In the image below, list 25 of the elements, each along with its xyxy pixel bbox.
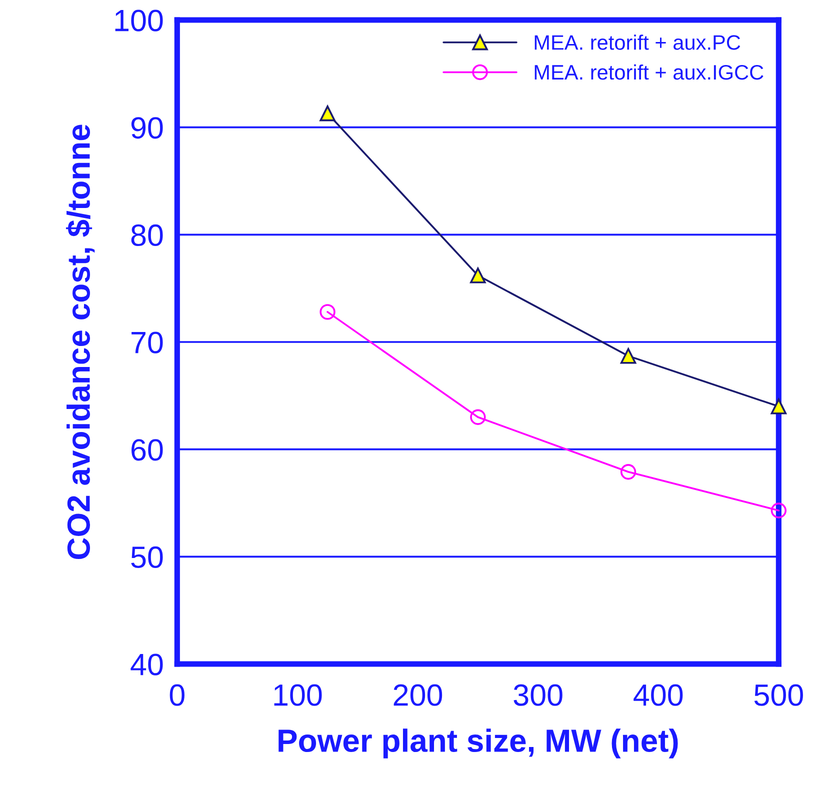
x-tick-label: 500 (754, 684, 803, 706)
y-tick-label: 80 (131, 224, 163, 246)
legend-label: MEA. retorift + aux.IGCC (534, 64, 764, 80)
point (620, 348, 636, 364)
x-tick-label: 100 (274, 684, 322, 706)
y-tick-label: 50 (131, 546, 163, 568)
point (470, 409, 486, 425)
x-tick-label: 300 (514, 684, 562, 706)
x-tick-label: 200 (394, 684, 442, 706)
y-tick-label: 40 (130, 654, 163, 676)
point (320, 106, 336, 122)
y-tick-label: 100 (115, 10, 163, 32)
y-tick-label: 70 (132, 332, 163, 354)
point (770, 502, 787, 518)
legend-label: MEA. retorift + aux.PC (534, 34, 740, 50)
x-axis-title: Power plant size, MW (net) (278, 728, 678, 758)
point (620, 464, 636, 480)
point (470, 268, 486, 284)
y-tick-label: 60 (132, 439, 163, 461)
point (320, 304, 336, 320)
x-tick-label: 400 (634, 684, 683, 706)
y-axis-title: CO2 avoidance cost, $/tonne (66, 124, 95, 560)
x-tick-label: 0 (170, 684, 184, 706)
y-tick-label: 90 (131, 117, 163, 139)
point (770, 398, 787, 414)
